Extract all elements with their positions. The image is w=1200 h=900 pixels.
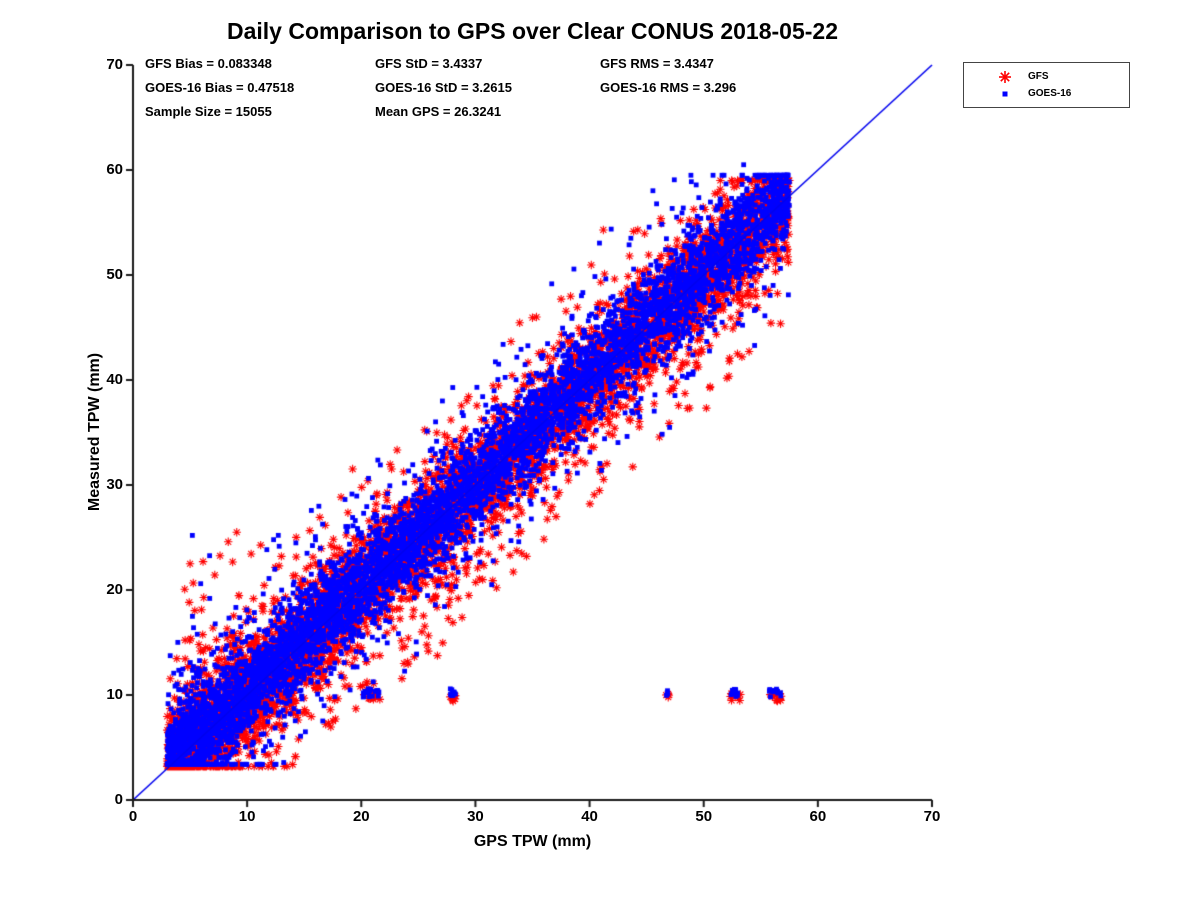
y-tick-label: 0 — [114, 791, 123, 808]
y-tick-label: 10 — [106, 686, 123, 703]
x-tick-label: 50 — [695, 808, 713, 825]
x-axis-label: GPS TPW (mm) — [473, 833, 592, 850]
x-tick-label: 0 — [128, 808, 138, 825]
stat-goes-bias: GOES-16 Bias = 0.47518 — [145, 80, 295, 95]
x-tick-label: 30 — [467, 808, 484, 825]
x-tick-label: 40 — [581, 808, 598, 825]
legend-label-gfs: GFS — [1028, 71, 1049, 82]
y-tick-label: 20 — [106, 581, 123, 598]
stat-gfs-std: GFS StD = 3.4337 — [375, 56, 483, 71]
gfs-asterisk-marker-icon — [999, 70, 1011, 83]
stat-goes-std: GOES-16 StD = 3.2615 — [375, 80, 512, 95]
y-tick-label: 60 — [106, 161, 123, 178]
legend-entry-goes16: GOES-16 — [992, 85, 1129, 102]
legend: GFS GOES-16 — [963, 62, 1130, 108]
y-tick-label: 70 — [106, 56, 123, 73]
y-tick-label: 40 — [106, 371, 123, 388]
stat-sample-size: Sample Size = 15055 — [145, 104, 272, 119]
x-tick-label: 20 — [352, 808, 370, 825]
y-tick-label: 50 — [106, 266, 123, 283]
goes16-square-marker-icon — [1002, 91, 1008, 96]
y-tick-label: 30 — [106, 476, 123, 493]
stat-mean-gps: Mean GPS = 26.3241 — [375, 104, 502, 119]
stat-goes-rms: GOES-16 RMS = 3.296 — [600, 80, 737, 95]
legend-label-goes16: GOES-16 — [1028, 88, 1072, 99]
x-tick-label: 10 — [238, 808, 256, 825]
x-tick-label: 60 — [809, 808, 827, 825]
stat-gfs-rms: GFS RMS = 3.4347 — [600, 56, 714, 71]
chart-title: Daily Comparison to GPS over Clear CONUS… — [227, 18, 838, 44]
legend-entry-gfs: GFS — [992, 68, 1129, 85]
x-tick-label: 70 — [923, 808, 941, 825]
stat-gfs-bias: GFS Bias = 0.083348 — [145, 56, 272, 71]
